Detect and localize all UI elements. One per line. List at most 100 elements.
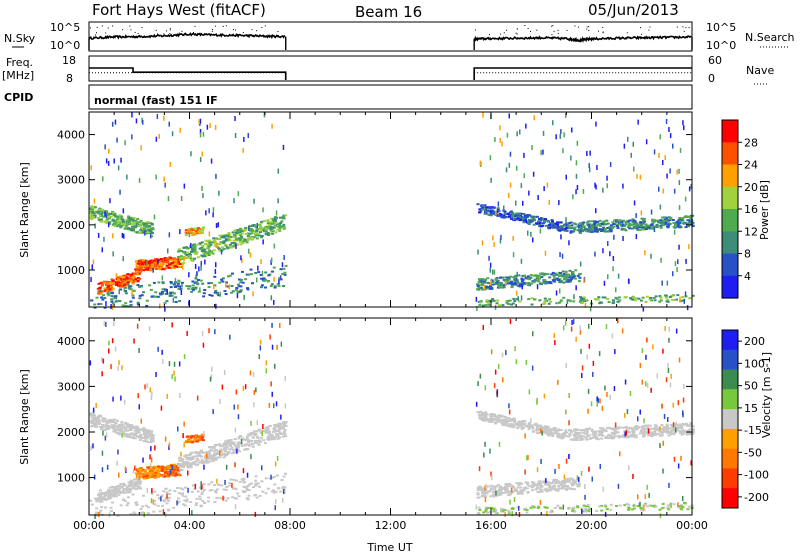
- range-cell: [219, 241, 223, 244]
- range-cell: [247, 273, 250, 276]
- range-cell: [222, 236, 226, 239]
- range-cell: [255, 228, 259, 231]
- range-cell: [546, 273, 550, 276]
- range-cell: [136, 431, 140, 433]
- range-cell: [602, 220, 606, 223]
- range-cell: [281, 435, 285, 438]
- range-cell: [198, 266, 200, 272]
- range-cell: [234, 233, 238, 236]
- range-cell: [148, 229, 152, 232]
- range-cell: [201, 500, 205, 502]
- range-cell: [262, 239, 264, 245]
- range-cell: [648, 504, 652, 507]
- range-cell: [521, 278, 525, 281]
- range-cell: [639, 224, 643, 227]
- range-cell: [133, 437, 137, 440]
- range-cell: [188, 230, 192, 233]
- range-cell: [681, 430, 685, 433]
- range-cell: [683, 222, 687, 224]
- range-cell: [110, 298, 114, 301]
- range-cell: [515, 214, 519, 217]
- range-cell: [209, 252, 213, 255]
- range-cell: [569, 275, 573, 278]
- range-cell: [189, 464, 193, 467]
- range-cell: [214, 125, 217, 130]
- range-cell: [147, 472, 151, 474]
- range-cell: [559, 299, 563, 302]
- range-cell: [140, 263, 144, 265]
- range-cell: [118, 485, 122, 488]
- range-cell: [93, 303, 97, 306]
- range-cell: [153, 503, 157, 506]
- range-cell: [282, 223, 286, 226]
- range-cell: [149, 268, 152, 271]
- range-cell: [95, 296, 99, 299]
- range-cell: [631, 427, 635, 430]
- range-cell: [226, 497, 230, 500]
- noise-search-dot: [122, 29, 124, 31]
- range-cell: [251, 443, 255, 446]
- range-cell: [108, 288, 112, 291]
- range-cell: [165, 502, 169, 505]
- freq-left-top-tick: 18: [62, 54, 76, 67]
- range-cell: [504, 280, 507, 286]
- range-cell: [540, 272, 544, 275]
- range-cell: [189, 255, 192, 258]
- range-cell: [551, 220, 554, 223]
- range-cell: [669, 133, 672, 139]
- range-cell: [117, 425, 121, 428]
- range-cell: [104, 144, 106, 150]
- range-cell: [534, 488, 538, 491]
- range-cell: [513, 215, 515, 221]
- range-cell: [237, 191, 240, 197]
- range-cell: [247, 433, 251, 436]
- range-cell: [180, 492, 184, 495]
- range-cell: [119, 288, 123, 291]
- range-cell: [144, 266, 147, 269]
- range-cell: [115, 488, 119, 491]
- range-cell: [588, 163, 590, 169]
- range-cell: [569, 278, 573, 281]
- range-cell: [250, 273, 253, 276]
- range-cell: [196, 228, 200, 231]
- range-cell: [490, 280, 492, 286]
- range-cell: [647, 434, 651, 437]
- range-cell: [503, 216, 507, 219]
- range-cell: [657, 219, 660, 222]
- range-cell: [124, 140, 126, 146]
- range-cell: [553, 488, 557, 491]
- range-cell: [628, 431, 631, 434]
- range-cell: [538, 277, 541, 280]
- range-cell: [251, 238, 254, 241]
- range-cell: [196, 271, 198, 277]
- range-cell: [559, 482, 563, 485]
- noise-search-dot: [516, 28, 518, 30]
- range-cell: [550, 219, 554, 222]
- noise-search-dot: [602, 31, 604, 33]
- range-cell: [680, 218, 683, 221]
- range-cell: [136, 435, 139, 438]
- range-cell: [650, 222, 654, 225]
- range-cell: [275, 429, 279, 432]
- range-cell: [544, 218, 548, 221]
- range-cell: [107, 427, 111, 430]
- range-cell: [218, 234, 222, 237]
- range-cell: [210, 294, 214, 297]
- range-cell: [175, 473, 179, 476]
- range-cell: [594, 437, 598, 440]
- range-cell: [687, 429, 691, 432]
- range-cell: [124, 275, 128, 278]
- range-cell: [611, 435, 615, 438]
- noise-search-dot: [169, 29, 171, 31]
- range-cell: [544, 250, 547, 256]
- range-cell: [575, 483, 579, 486]
- range-cell: [517, 217, 521, 219]
- range-cell: [122, 274, 126, 277]
- range-cell: [515, 482, 519, 485]
- range-cell: [498, 491, 502, 494]
- range-cell: [270, 283, 274, 286]
- range-cell: [224, 448, 228, 451]
- range-cell: [243, 136, 245, 142]
- range-cell: [245, 437, 249, 440]
